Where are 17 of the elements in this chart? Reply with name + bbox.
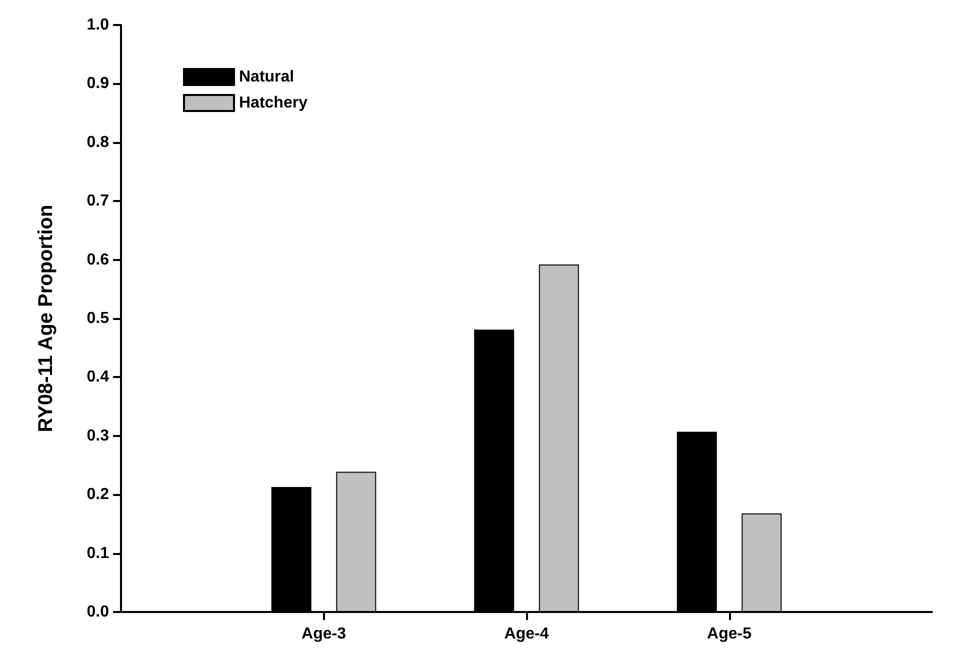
y-tick-label: 0.6: [86, 251, 110, 268]
y-tick-label: 0.5: [86, 310, 110, 327]
y-tick-label: 0.7: [86, 192, 110, 210]
y-tick-label: 0.9: [86, 75, 110, 92]
y-tick-label: 0.1: [86, 544, 110, 562]
y-tick-label: 0.3: [86, 427, 110, 444]
x-tick-label: Age-5: [707, 626, 752, 642]
x-tick-label: Age-4: [504, 626, 549, 642]
y-tick-label: 0.2: [86, 486, 110, 504]
y-tick-label: 0.0: [86, 604, 110, 620]
y-axis-title: RY08-11 Age Proportion: [35, 204, 57, 432]
legend-label: Natural: [239, 68, 294, 86]
x-tick-label: Age-3: [302, 626, 346, 642]
y-tick-label: 1.0: [86, 16, 110, 34]
legend-label: Hatchery: [239, 94, 308, 112]
y-tick-label: 0.8: [86, 134, 110, 151]
y-tick-label: 0.4: [86, 368, 110, 386]
